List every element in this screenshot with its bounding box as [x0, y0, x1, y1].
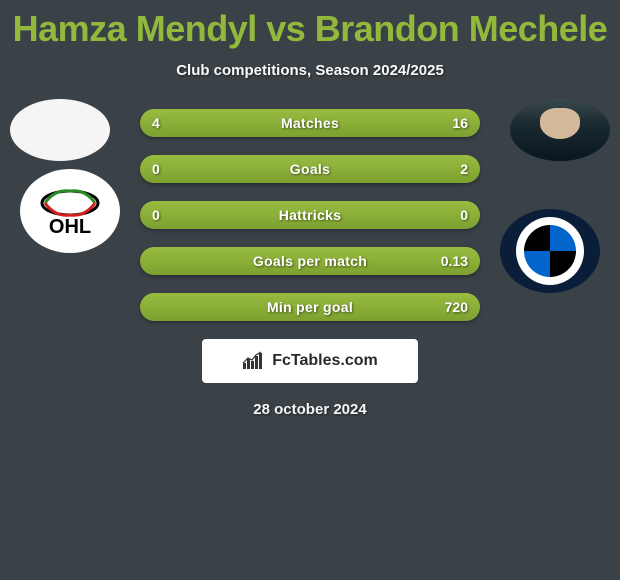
table-row: 4 Matches 16 [140, 109, 480, 137]
bar-chart-icon [242, 351, 266, 371]
table-row: 0 Hattricks 0 [140, 201, 480, 229]
club-logo-left: OHL [20, 169, 120, 253]
stat-left-value: 4 [152, 115, 160, 131]
ohl-logo-icon: OHL [35, 181, 105, 241]
comparison-panel: OHL 4 Matches 16 0 Goals 2 0 Hattricks 0… [0, 109, 620, 418]
player-photo-right [510, 99, 610, 161]
club-brugge-ring-icon [516, 217, 584, 285]
stat-label: Goals per match [253, 253, 367, 269]
subtitle: Club competitions, Season 2024/2025 [0, 62, 620, 79]
stat-left-value: 0 [152, 207, 160, 223]
stat-label: Matches [281, 115, 339, 131]
stats-table: 4 Matches 16 0 Goals 2 0 Hattricks 0 Goa… [140, 109, 480, 321]
club-brugge-center-icon [524, 225, 576, 277]
stat-label: Hattricks [279, 207, 342, 223]
table-row: 0 Goals 2 [140, 155, 480, 183]
stat-label: Min per goal [267, 299, 353, 315]
date-label: 28 october 2024 [0, 401, 620, 418]
stat-right-value: 0.13 [441, 253, 468, 269]
stat-right-value: 16 [452, 115, 468, 131]
svg-text:OHL: OHL [49, 216, 91, 238]
player-photo-left [10, 99, 110, 161]
brand-box: FcTables.com [202, 339, 418, 383]
page-title: Hamza Mendyl vs Brandon Mechele [0, 0, 620, 50]
brand-text: FcTables.com [272, 352, 378, 370]
table-row: Goals per match 0.13 [140, 247, 480, 275]
stat-left-value: 0 [152, 161, 160, 177]
club-logo-right [500, 209, 600, 293]
stat-right-value: 0 [460, 207, 468, 223]
table-row: Min per goal 720 [140, 293, 480, 321]
stat-right-value: 720 [445, 299, 468, 315]
stat-label: Goals [290, 161, 330, 177]
stat-right-value: 2 [460, 161, 468, 177]
